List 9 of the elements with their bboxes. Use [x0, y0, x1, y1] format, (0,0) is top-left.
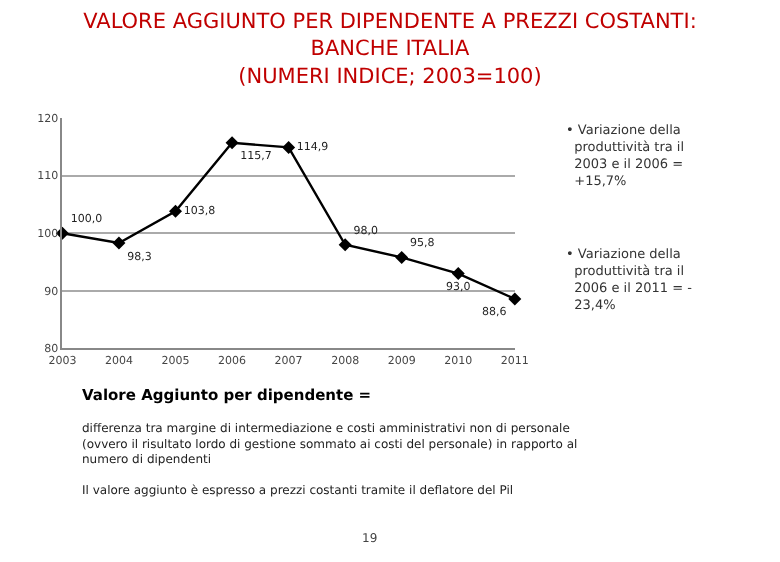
point — [395, 250, 409, 264]
point — [169, 204, 182, 218]
point — [508, 292, 522, 306]
point — [282, 140, 296, 154]
chart-title: VALORE AGGIUNTO PER DIPENDENTE A PREZZI COSTANTI: BANCHE ITALIA (NUMERI INDICE; 2003=100) — [83, 10, 697, 89]
point — [338, 238, 352, 252]
point — [451, 267, 465, 281]
point — [225, 136, 239, 150]
point — [112, 236, 126, 250]
